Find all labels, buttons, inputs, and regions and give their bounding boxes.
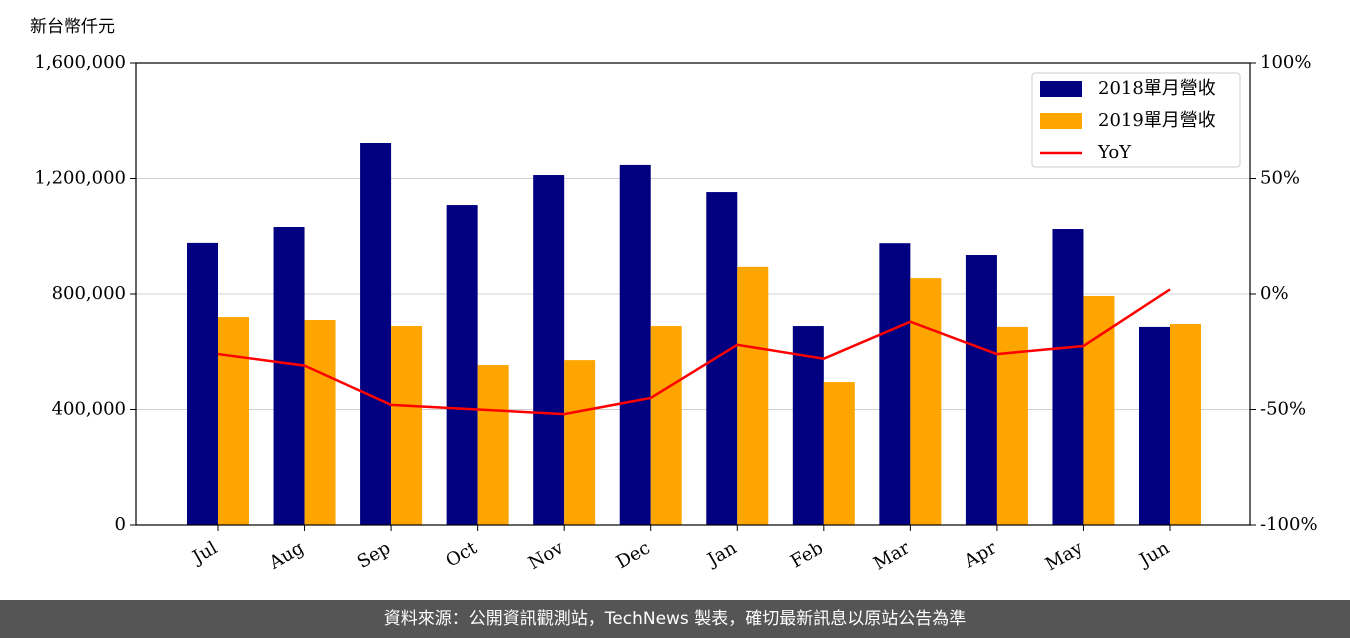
legend-label: 2019單月營收: [1098, 110, 1216, 131]
line: [217, 288, 1171, 416]
bar: [1170, 324, 1201, 525]
bar: [533, 175, 565, 525]
bar: [218, 317, 249, 525]
x-tick-label: Jun: [1134, 537, 1173, 572]
bar: [360, 142, 392, 525]
bar: [996, 326, 1028, 525]
plot-frame: [135, 62, 1251, 526]
y-tick-label: 400,000: [52, 399, 126, 420]
bar: [965, 255, 997, 526]
y2-tick-label: 50%: [1260, 168, 1300, 189]
y-axis-label: 新台幣仟元: [30, 17, 115, 37]
x-tick-label: Dec: [613, 537, 654, 573]
bar: [564, 360, 596, 525]
y2-tick-label: 100%: [1260, 52, 1311, 73]
bar: [706, 192, 738, 526]
bar: [1083, 296, 1115, 525]
bar: [273, 227, 305, 525]
legend-label: YoY: [1097, 142, 1132, 163]
x-tick-label: Mar: [870, 537, 914, 574]
x-tick-label: Feb: [787, 537, 827, 572]
bar: [650, 326, 682, 525]
bar: [391, 326, 423, 525]
footer: 資料來源：公開資訊觀測站，TechNews 製表，確切最新訊息以原站公告為準: [0, 600, 1350, 638]
bar: [792, 326, 824, 525]
legend-swatch: [1040, 81, 1082, 97]
y2-tick-label: 0%: [1260, 283, 1289, 304]
chart: 新台幣仟元 0 400,000 800,000 1,200,000 1,600,000 -…: [30, 17, 1318, 575]
y-tick-label: 1,600,000: [34, 52, 126, 73]
y2-tick-label: -50%: [1260, 399, 1306, 420]
bar: [304, 319, 336, 525]
x-tick-label: Jan: [702, 537, 740, 571]
x-tick-label: May: [1042, 537, 1087, 575]
x-tick-label: Jul: [187, 537, 221, 569]
bar: [187, 242, 218, 526]
y-tick-label: 1,200,000: [34, 168, 126, 189]
y-tick-label: 800,000: [52, 283, 126, 304]
y-tick-label: 0: [115, 514, 126, 535]
bar: [477, 365, 509, 525]
legend-swatch: [1040, 113, 1082, 129]
bar: [446, 205, 478, 525]
bar: [1052, 229, 1084, 525]
bar: [879, 243, 911, 525]
x-tick-label: Nov: [525, 537, 568, 574]
legend-box: [1031, 72, 1241, 168]
y2-tick-label: -100%: [1260, 514, 1318, 535]
bar: [823, 382, 855, 525]
bar: [737, 266, 769, 525]
bar: [619, 164, 651, 525]
bar: [1139, 326, 1170, 525]
x-tick-label: Aug: [265, 537, 308, 574]
x-tick-label: Sep: [354, 537, 394, 572]
x-tick-label: Apr: [960, 537, 1000, 572]
bar: [910, 278, 942, 525]
x-tick-label: Oct: [442, 537, 481, 572]
legend-label: 2018單月營收: [1098, 78, 1216, 99]
